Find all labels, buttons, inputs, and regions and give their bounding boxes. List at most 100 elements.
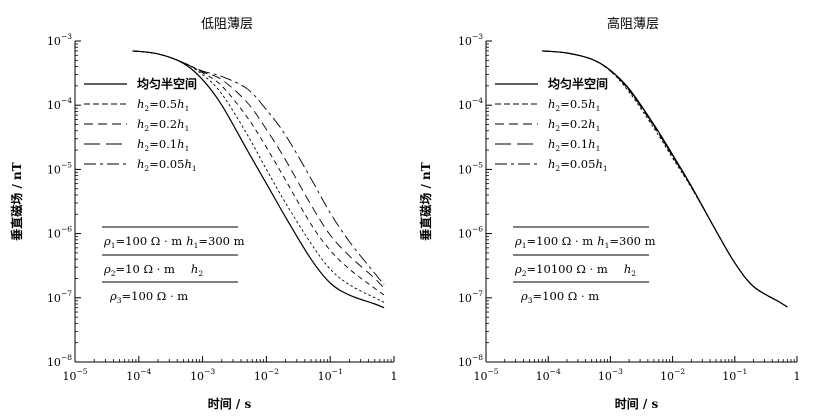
thickness-subscript: 2 bbox=[198, 269, 203, 278]
legend-sub: 2 bbox=[555, 124, 560, 133]
y-axis-label: 垂直磁场 / nT bbox=[9, 162, 24, 240]
legend-sub: 2 bbox=[555, 144, 560, 153]
tick-exponent: −3 bbox=[612, 367, 623, 376]
x-axis-label: 时间 / s bbox=[208, 396, 252, 411]
tick-base: 10 bbox=[62, 370, 76, 383]
y-tick-label: 10−3 bbox=[47, 32, 72, 48]
y-tick-label: 10−7 bbox=[458, 289, 483, 305]
x-tick-label: 10−3 bbox=[598, 367, 623, 383]
thickness-value: =300 m bbox=[609, 234, 655, 248]
y-tick-label: 10−7 bbox=[47, 289, 72, 305]
series-line-3 bbox=[132, 50, 385, 296]
y-tick-label: 10−8 bbox=[458, 353, 483, 369]
tick-base: 10 bbox=[598, 370, 612, 383]
tick-exponent: −8 bbox=[61, 353, 72, 362]
tick-base: 10 bbox=[47, 35, 61, 48]
tick-exponent: −2 bbox=[674, 367, 685, 376]
legend-mid: =0.5 bbox=[560, 97, 588, 111]
model-box: ρ1=100 Ω · m h1=300 mρ2=10 Ω · m h2ρ3=100 … bbox=[102, 226, 245, 305]
tick-exponent: −5 bbox=[61, 160, 72, 169]
y-tick-label: 10−5 bbox=[47, 160, 72, 176]
legend-sub: 1 bbox=[596, 124, 601, 133]
resistivity-value: =10100 Ω · m bbox=[527, 262, 608, 276]
x-tick-label: 10−2 bbox=[254, 367, 279, 383]
legend-label: h2=0.5h1 bbox=[548, 97, 600, 113]
tick-exponent: −3 bbox=[61, 32, 72, 41]
tick-exponent: −5 bbox=[472, 160, 483, 169]
thickness-symbol: h bbox=[624, 262, 631, 276]
tick-base: 10 bbox=[47, 356, 61, 369]
tick-base: 10 bbox=[47, 228, 61, 241]
tick-base: 10 bbox=[458, 356, 472, 369]
x-tick-label: 10−3 bbox=[190, 367, 215, 383]
rho-symbol: ρ bbox=[520, 289, 528, 303]
x-tick-label: 10−4 bbox=[126, 367, 151, 383]
rho-subscript: 1 bbox=[111, 241, 116, 250]
legend-sub: 2 bbox=[144, 124, 149, 133]
tick-exponent: −5 bbox=[487, 367, 498, 376]
legend-h: h bbox=[548, 157, 555, 171]
tick-exponent: −5 bbox=[76, 367, 87, 376]
tick-base: 10 bbox=[660, 370, 674, 383]
legend-sub: 1 bbox=[185, 144, 190, 153]
x-tick-label: 10−4 bbox=[536, 367, 561, 383]
tick-base: 10 bbox=[722, 370, 736, 383]
legend-sub: 1 bbox=[185, 104, 190, 113]
model-row2: ρ2=10 Ω · m h2 bbox=[103, 262, 203, 278]
model-row2: ρ2=10100 Ω · m h2 bbox=[514, 262, 636, 278]
tick-base: 10 bbox=[47, 163, 61, 176]
legend-h: h bbox=[595, 157, 602, 171]
legend-sub: 2 bbox=[555, 104, 560, 113]
rho-symbol: ρ bbox=[103, 234, 111, 248]
legend-h: h bbox=[588, 117, 595, 131]
legend-mid: =0.2 bbox=[560, 117, 588, 131]
legend-h: h bbox=[588, 137, 595, 151]
legend-h: h bbox=[184, 157, 191, 171]
thickness-subscript: 1 bbox=[194, 241, 199, 250]
series-line-4 bbox=[132, 50, 385, 289]
rho-symbol: ρ bbox=[103, 262, 111, 276]
legend-h: h bbox=[137, 117, 144, 131]
model-row1: ρ1=100 Ω · m h1=300 m bbox=[514, 234, 656, 250]
tick-base: 10 bbox=[458, 99, 472, 112]
legend-sub: 2 bbox=[555, 164, 560, 173]
legend-label: h2=0.2h1 bbox=[548, 117, 600, 133]
tick-exponent: −3 bbox=[204, 367, 215, 376]
legend-sub: 2 bbox=[144, 164, 149, 173]
legend-sub: 1 bbox=[185, 124, 190, 133]
x-tick-label: 10−1 bbox=[318, 367, 343, 383]
tick-base: 10 bbox=[458, 228, 472, 241]
legend-h: h bbox=[548, 137, 555, 151]
y-tick-label: 10−6 bbox=[458, 225, 483, 241]
tick-base: 10 bbox=[458, 292, 472, 305]
legend-label: 均匀半空间 bbox=[548, 76, 608, 91]
tick-base: 1 bbox=[794, 370, 801, 383]
tick-base: 10 bbox=[126, 370, 140, 383]
legend-h: h bbox=[548, 117, 555, 131]
series-line-2 bbox=[132, 50, 385, 303]
legend-mid: =0.1 bbox=[149, 137, 177, 151]
legend-h: h bbox=[177, 117, 184, 131]
legend-sub: 1 bbox=[603, 164, 608, 173]
tick-base: 10 bbox=[473, 370, 487, 383]
y-tick-label: 10−3 bbox=[458, 32, 483, 48]
chart-title: 低阻薄层 bbox=[201, 17, 253, 32]
legend-sub: 2 bbox=[144, 104, 149, 113]
legend-mid: =0.2 bbox=[149, 117, 177, 131]
thickness-symbol: h bbox=[186, 234, 193, 248]
thickness-subscript: 1 bbox=[605, 241, 610, 250]
legend-mid: =0.05 bbox=[149, 157, 184, 171]
legend-text: 均匀半空间 bbox=[137, 76, 197, 91]
series-line-1 bbox=[132, 50, 385, 309]
model-row1: ρ1=100 Ω · m h1=300 m bbox=[103, 234, 245, 250]
legend-h: h bbox=[548, 97, 555, 111]
tick-base: 10 bbox=[458, 163, 472, 176]
x-tick-label: 10−5 bbox=[473, 367, 498, 383]
model-row3: ρ3=100 Ω · m bbox=[109, 289, 188, 305]
resistivity-value: =10 Ω · m bbox=[116, 262, 175, 276]
tick-base: 10 bbox=[536, 370, 550, 383]
tick-base: 10 bbox=[47, 292, 61, 305]
chart-title: 高阻薄层 bbox=[607, 16, 659, 32]
